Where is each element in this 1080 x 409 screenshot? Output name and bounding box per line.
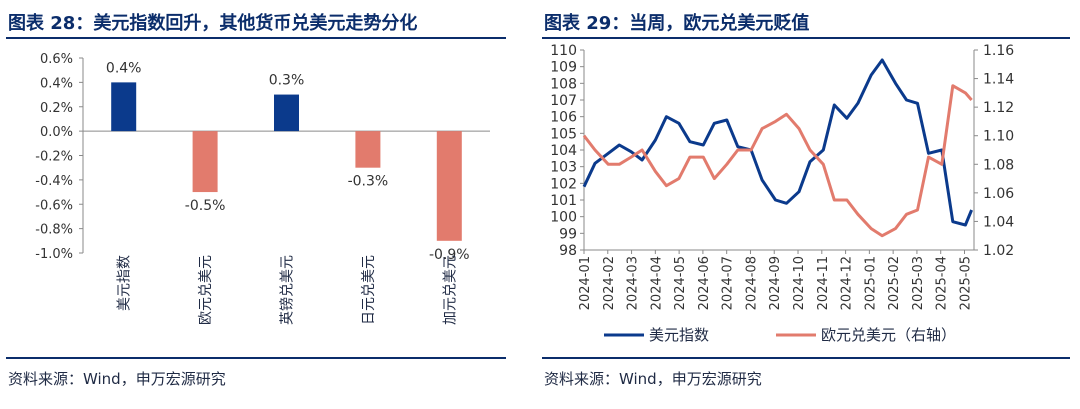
right-y-tick-label: 1.14 [983, 72, 1014, 88]
figure-29-panel: 图表 29：当周，欧元兑美元贬值 98 99 100 101 102 103 104 105 1… [536, 0, 1080, 409]
right-y-tick-label: 1.04 [983, 214, 1014, 230]
figure-28-source: 资料来源：Wind，申万宏源研究 [8, 370, 226, 388]
bar [111, 82, 137, 132]
y-tick-label: 0.0% [40, 125, 73, 140]
left-y-tick-label: 107 [550, 93, 577, 109]
x-tick-label: 2024-02 [602, 256, 617, 310]
y-tick-label: -0.8% [35, 223, 73, 238]
x-tick-label: 2024-12 [840, 256, 855, 310]
x-tick-label: 2024-09 [768, 256, 783, 310]
x-tick-label: 2025-02 [887, 256, 902, 310]
figure-28-panel: 图表 28：美元指数回升，其他货币兑美元走势分化 0.6% 0.4% 0.2% 0.0… [0, 0, 520, 409]
y-tick-label: 0.4% [40, 76, 73, 91]
bar [192, 131, 218, 193]
right-y-tick-label: 1.16 [983, 43, 1014, 59]
right-y-tick-label: 1.06 [983, 186, 1014, 202]
series-line-0 [582, 58, 973, 227]
x-tick-label: 2024-01 [578, 256, 593, 310]
left-y-tick-label: 105 [550, 126, 577, 142]
bar [355, 131, 381, 168]
y-tick-label: 0.2% [40, 101, 73, 116]
series-line-1 [582, 84, 973, 238]
y-tick-label: -0.6% [35, 198, 73, 213]
x-tick-label: 2025-03 [911, 256, 926, 310]
left-y-tick-label: 103 [550, 160, 577, 176]
figure-29-title: 图表 29：当周，欧元兑美元贬值 [544, 13, 810, 34]
left-y-tick-label: 100 [550, 210, 577, 226]
x-tick-label: 2024-11 [816, 256, 831, 310]
left-y-tick-label: 102 [550, 176, 577, 192]
category-label: 英镑兑美元 [279, 255, 296, 325]
bar-chart: 0.6% 0.4% 0.2% 0.0% -0.2% -0.4% -0.6% -0.8% -1.0… [35, 52, 490, 325]
source-rule [6, 357, 506, 359]
x-tick-label: 2024-05 [673, 256, 688, 310]
y-tick-label: 0.6% [40, 52, 73, 67]
category-label: 日元兑美元 [361, 255, 377, 325]
left-y-tick-label: 98 [559, 243, 577, 259]
x-tick-label: 2024-03 [626, 256, 641, 310]
category-label: 美元指数 [117, 255, 133, 311]
x-tick-label: 2024-04 [649, 256, 664, 310]
x-tick-label: 2025-05 [958, 256, 973, 310]
category-label: 加元兑美元 [442, 255, 458, 325]
bar-value-label: -0.9% [429, 247, 470, 263]
x-tick-label: 2025-01 [863, 256, 878, 310]
figure-29-source: 资料来源：Wind，申万宏源研究 [544, 370, 762, 388]
left-y-tick-label: 110 [550, 43, 577, 59]
x-tick-label: 2024-06 [697, 256, 712, 310]
source-rule [542, 357, 1070, 359]
legend-label: 美元指数 [649, 326, 709, 344]
bar-value-label: -0.3% [348, 174, 389, 190]
right-y-tick-label: 1.10 [983, 129, 1014, 145]
left-y-tick-label: 101 [550, 193, 577, 209]
title-rule [542, 37, 1070, 39]
bar [274, 94, 299, 132]
bar-value-label: 0.4% [106, 60, 142, 76]
left-y-tick-label: 106 [550, 110, 577, 126]
legend-label: 欧元兑美元（右轴） [821, 326, 956, 344]
left-y-tick-label: 104 [550, 143, 577, 159]
bar [436, 131, 462, 241]
category-label: 欧元兑美元 [198, 255, 214, 325]
bar-value-label: 0.3% [269, 73, 305, 89]
right-y-tick-label: 1.08 [983, 157, 1014, 173]
left-y-tick-label: 108 [550, 76, 577, 92]
figure-28-title: 图表 28：美元指数回升，其他货币兑美元走势分化 [8, 13, 418, 34]
y-tick-label: -1.0% [35, 247, 73, 262]
right-y-tick-label: 1.12 [983, 100, 1014, 116]
title-rule [6, 37, 506, 39]
x-tick-label: 2024-08 [744, 256, 759, 310]
left-y-tick-label: 99 [559, 226, 577, 242]
x-tick-label: 2024-07 [721, 256, 736, 310]
y-tick-label: -0.2% [35, 150, 73, 165]
x-tick-label: 2024-10 [792, 256, 807, 310]
y-tick-label: -0.4% [35, 174, 73, 189]
x-tick-label: 2025-04 [935, 256, 950, 310]
right-y-tick-label: 1.02 [983, 243, 1014, 259]
bar-value-label: -0.5% [185, 198, 226, 214]
left-y-tick-label: 109 [550, 60, 577, 76]
